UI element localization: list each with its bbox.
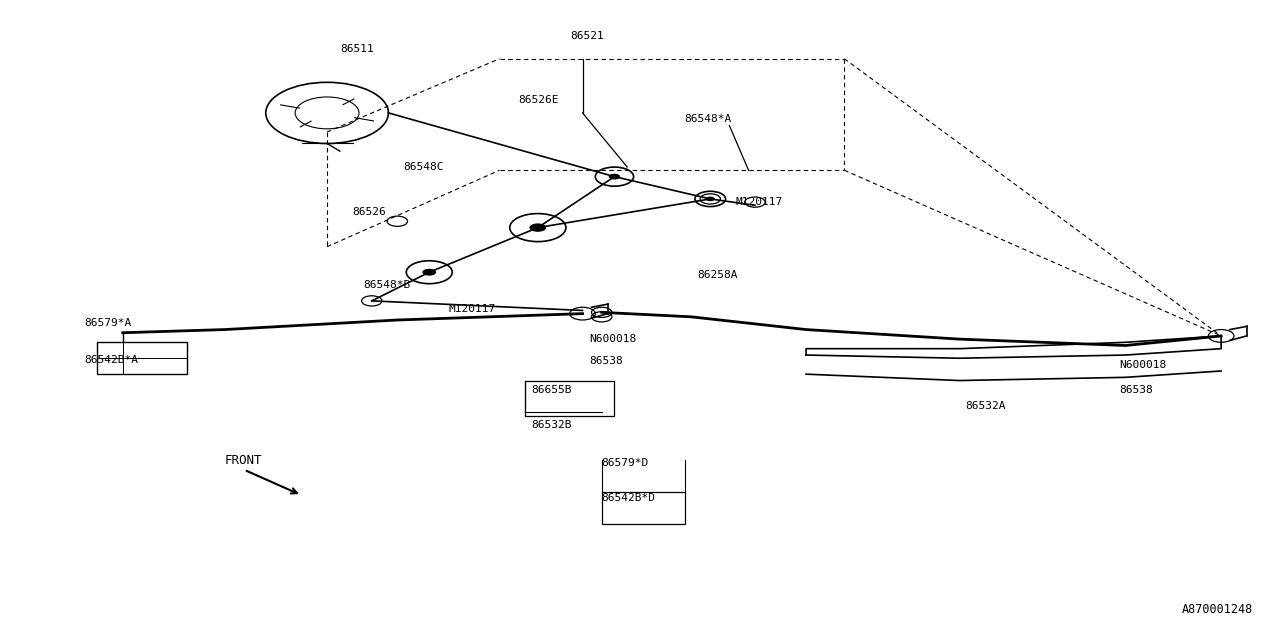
Text: 86579*A: 86579*A xyxy=(84,318,132,328)
Bar xyxy=(602,492,685,524)
Text: M120117: M120117 xyxy=(736,197,783,207)
Text: 86532A: 86532A xyxy=(965,401,1006,411)
Text: A870001248: A870001248 xyxy=(1181,604,1253,616)
Text: 86511: 86511 xyxy=(340,44,374,54)
Text: 86655B: 86655B xyxy=(531,385,572,395)
Text: 86526E: 86526E xyxy=(518,95,559,105)
Text: 86548C: 86548C xyxy=(403,162,444,172)
Text: 86548*A: 86548*A xyxy=(685,115,732,124)
Text: 86532B: 86532B xyxy=(531,420,572,430)
Text: 86538: 86538 xyxy=(1119,385,1153,395)
Text: M120117: M120117 xyxy=(448,303,495,314)
Circle shape xyxy=(609,173,621,179)
Text: N600018: N600018 xyxy=(1119,360,1166,370)
Text: FRONT: FRONT xyxy=(225,454,262,467)
Text: 86579*D: 86579*D xyxy=(602,458,649,468)
Text: 86538: 86538 xyxy=(589,356,622,367)
Text: N600018: N600018 xyxy=(589,334,636,344)
Bar xyxy=(97,342,187,374)
Circle shape xyxy=(422,269,436,276)
Bar xyxy=(525,381,614,415)
Text: 86258A: 86258A xyxy=(698,270,739,280)
Circle shape xyxy=(705,196,714,201)
Text: 86521: 86521 xyxy=(570,31,603,42)
Text: 86548*B: 86548*B xyxy=(362,280,410,290)
Text: 86542B*D: 86542B*D xyxy=(602,493,655,504)
Text: 86526: 86526 xyxy=(352,207,387,217)
Text: 86542B*A: 86542B*A xyxy=(84,355,138,365)
Circle shape xyxy=(530,223,547,232)
